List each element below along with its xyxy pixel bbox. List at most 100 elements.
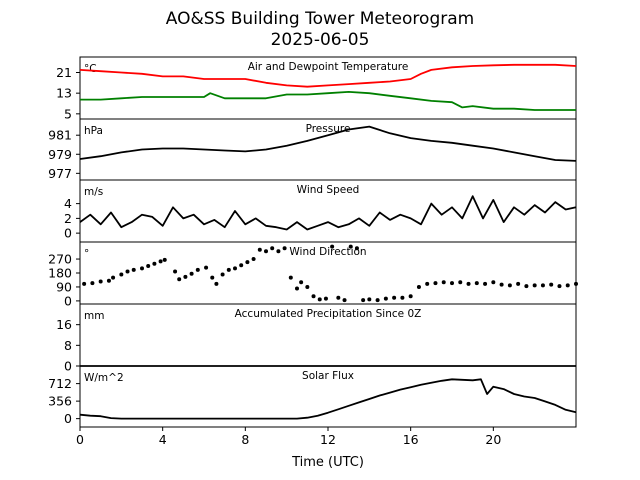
dewpoint-line: [80, 91, 576, 111]
y-tick-label: 13: [56, 86, 72, 101]
wind-direction-point: [400, 295, 405, 300]
panel-unit-label: hPa: [84, 125, 103, 137]
panel-unit-label: °: [84, 248, 89, 260]
wind-direction-point: [330, 244, 335, 249]
y-tick-label: 8: [64, 338, 72, 353]
wind-direction-point: [549, 282, 554, 287]
wind-direction-point: [336, 295, 341, 300]
wind-direction-point: [282, 246, 287, 251]
wind-direction-point: [251, 257, 256, 262]
wind-direction-point: [195, 267, 200, 272]
y-tick-label: 5: [64, 106, 72, 121]
air-line: [79, 63, 577, 88]
wind-direction-point: [392, 295, 397, 300]
panel-title: Wind Direction: [289, 246, 366, 258]
panel-pressure: Pressure hPa 977 979 981: [48, 118, 577, 181]
wind-direction-point: [474, 281, 479, 286]
wind-direction-point: [375, 298, 380, 303]
wind-direction-point: [220, 272, 225, 277]
wind-direction-point: [125, 269, 130, 274]
y-tick-label: 0: [64, 293, 72, 308]
wind-direction-point: [450, 281, 454, 286]
panel-unit-label: mm: [84, 310, 104, 322]
wind-direction-point: [276, 249, 281, 254]
wind-direction-point: [152, 261, 157, 266]
y-tick-label: 270: [48, 252, 72, 267]
wind-direction-point: [348, 244, 353, 249]
panel-solar-flux: Solar Flux W/m^2 0 356 712: [48, 365, 577, 428]
solar-line: [79, 378, 577, 420]
wind-direction-point: [433, 281, 438, 286]
x-tick-label: 8: [241, 432, 249, 447]
wind-direction-point: [499, 282, 504, 287]
wind-direction-point: [483, 281, 488, 286]
wind-direction-point: [233, 266, 237, 271]
wind-direction-point: [239, 263, 244, 268]
wind-direction-point: [507, 283, 512, 288]
wind-direction-point: [565, 283, 570, 288]
wind-direction-point: [574, 281, 578, 286]
y-tick-label: 0: [64, 411, 72, 426]
wind-direction-point: [540, 283, 545, 288]
wind-direction-point: [416, 284, 421, 289]
wind-direction-point: [264, 249, 268, 254]
wind-direction-point: [516, 281, 521, 286]
panel-unit-label: m/s: [84, 186, 103, 198]
figure-date: 2025-06-05: [271, 30, 370, 50]
y-tick-label: 712: [48, 376, 72, 391]
wind-direction-point: [204, 265, 209, 270]
x-tick-label: 12: [320, 432, 336, 447]
wind-direction-point: [131, 267, 136, 272]
y-tick-label: 977: [48, 166, 72, 181]
wind-direction-point: [317, 297, 322, 302]
wind-direction-point: [425, 281, 430, 286]
x-tick-label: 20: [485, 432, 501, 447]
panel-temperature: Air and Dewpoint Temperature °C 5 13 21: [56, 56, 577, 121]
y-tick-label: 180: [48, 266, 72, 281]
panel-title: Accumulated Precipitation Since 0Z: [235, 308, 422, 320]
pressure-line: [79, 125, 577, 162]
wind-direction-point: [354, 246, 359, 251]
x-tick-label: 0: [76, 432, 84, 447]
wind-direction-point: [189, 271, 194, 276]
y-tick-label: 90: [56, 279, 72, 294]
wind-direction-point: [106, 278, 111, 283]
wind-direction-point: [162, 257, 167, 262]
wind-direction-point: [383, 296, 388, 301]
wind-direction-point: [367, 297, 372, 302]
y-tick-label: 0: [64, 359, 72, 374]
y-tick-label: 356: [48, 394, 72, 409]
wind-direction-point: [311, 294, 316, 299]
wind-direction-point: [491, 280, 496, 285]
panel-precipitation: Accumulated Precipitation Since 0Z mm 0 8…: [56, 303, 577, 374]
wind-direction-point: [90, 281, 95, 286]
wind-direction-point: [173, 269, 178, 274]
figure-title: AO&SS Building Tower Meteorogram: [166, 9, 474, 29]
panel-unit-label: °C: [84, 63, 97, 75]
wind-direction-point: [177, 277, 182, 282]
y-tick-label: 2: [64, 211, 72, 226]
wind-direction-point: [524, 284, 529, 289]
wind-direction-point: [408, 294, 413, 299]
x-axis: 0 4 8 12 16 20: [76, 427, 501, 447]
wind-direction-point: [82, 281, 87, 286]
wind-direction-point: [441, 280, 446, 285]
wind-direction-point: [305, 284, 310, 289]
y-tick-label: 21: [56, 65, 72, 80]
x-axis-label: Time (UTC): [291, 455, 364, 470]
wind-direction-point: [361, 298, 366, 303]
y-tick-label: 16: [56, 317, 72, 332]
panel-title: Air and Dewpoint Temperature: [248, 61, 409, 73]
wind-direction-point: [98, 279, 103, 284]
wind-direction-point: [466, 281, 471, 286]
x-tick-label: 16: [403, 432, 419, 447]
y-tick-label: 4: [64, 196, 72, 211]
panel-wind-speed: Wind Speed m/s 024: [64, 179, 577, 243]
wind-direction-point: [532, 283, 537, 288]
x-tick-label: 4: [159, 432, 167, 447]
wind-direction-point: [245, 260, 250, 265]
panel-unit-label: W/m^2: [84, 372, 124, 384]
wind-direction-point: [557, 284, 562, 289]
wind-direction-point: [146, 264, 151, 269]
